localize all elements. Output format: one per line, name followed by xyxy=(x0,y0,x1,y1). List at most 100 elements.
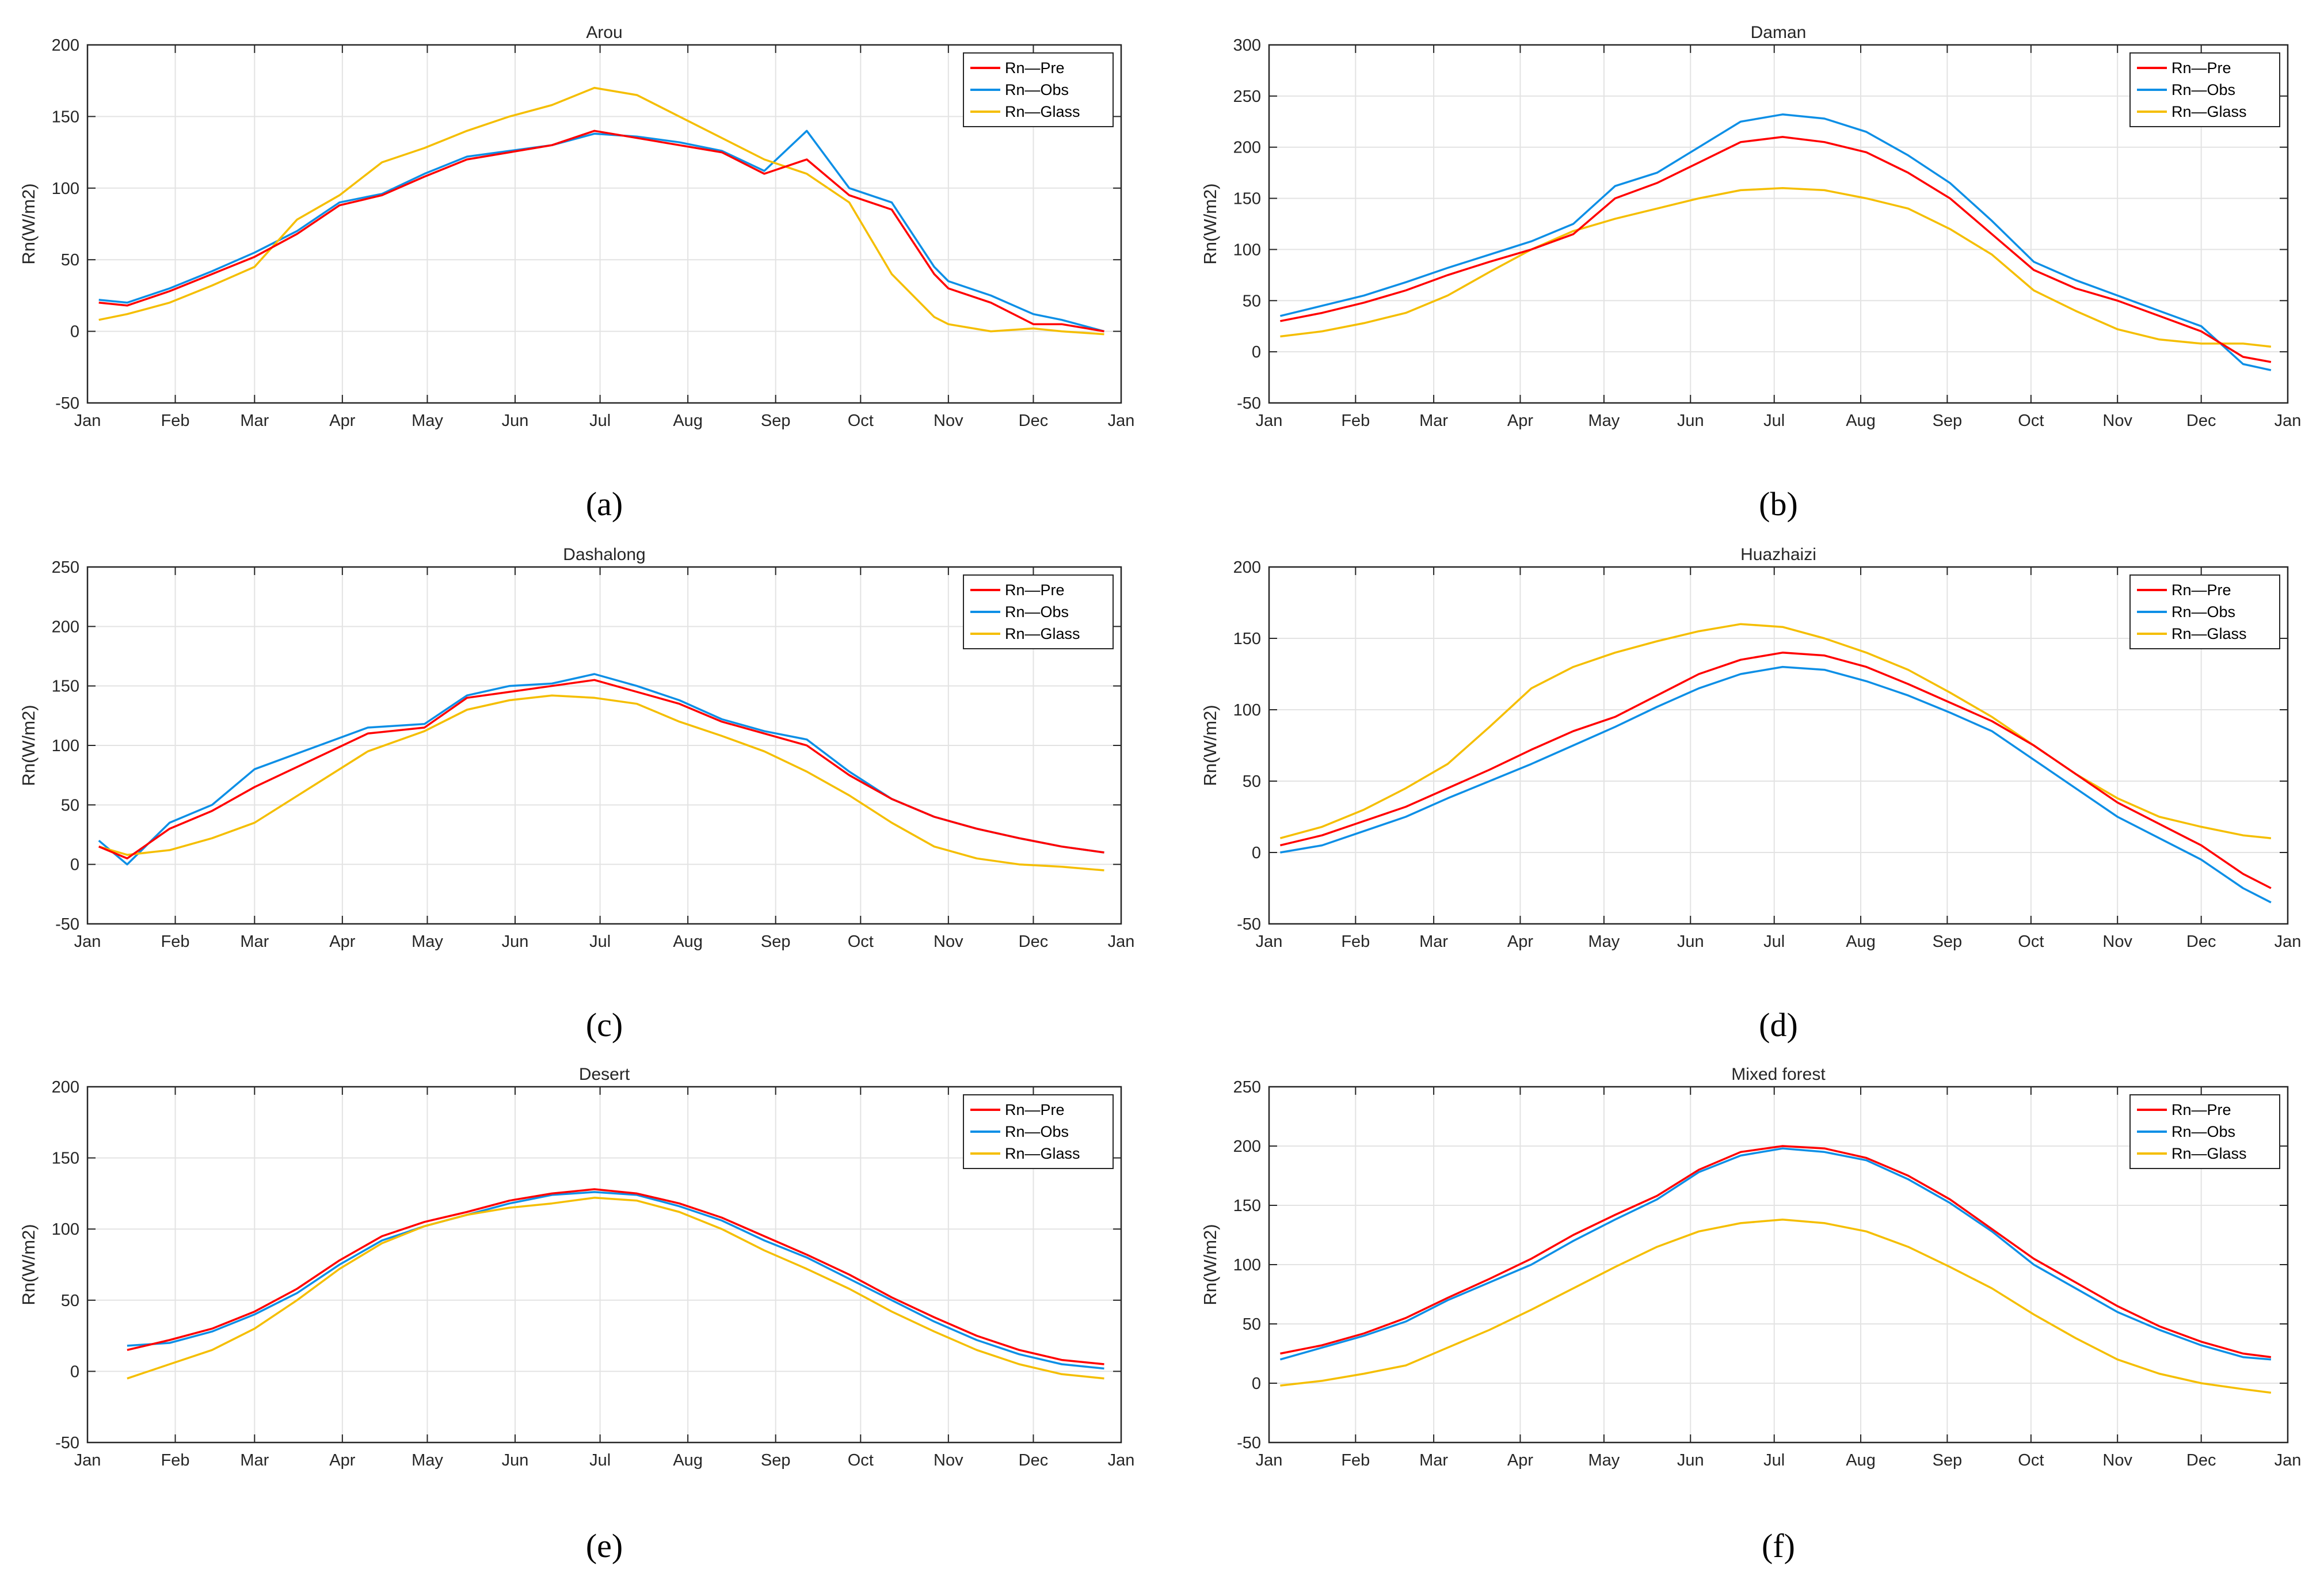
y-tick-label: 150 xyxy=(1233,630,1261,648)
legend: Rn—Pre Rn—Obs Rn—Glass xyxy=(963,574,1114,649)
x-tick-label: Aug xyxy=(673,932,703,951)
y-tick-label: 50 xyxy=(61,251,79,269)
x-tick-label: Jun xyxy=(502,1451,529,1470)
x-tick-label: Jul xyxy=(589,1451,611,1470)
y-tick-label: 250 xyxy=(52,558,79,577)
chart-panel-a: -50 0 50 100 150 200 Jan Feb Mar Apr May Jun Jul Aug S… xyxy=(18,23,1134,523)
legend-label-pre: Rn—Pre xyxy=(1005,1101,1065,1118)
panel-caption: (a) xyxy=(586,485,623,523)
y-tick-label: 50 xyxy=(1243,292,1261,310)
x-tick-label: Oct xyxy=(2018,932,2044,951)
panel-caption: (c) xyxy=(586,1006,623,1044)
y-axis-label: Rn(W/m2) xyxy=(1200,183,1220,264)
legend-label-obs: Rn—Obs xyxy=(1005,81,1069,98)
y-tick-label: 0 xyxy=(70,1362,79,1381)
y-tick-label: 100 xyxy=(1233,1256,1261,1274)
x-tick-label: Sep xyxy=(1933,412,1963,430)
series-line-pre xyxy=(1279,652,2272,889)
axes-box xyxy=(86,44,1122,404)
y-tick-label: 100 xyxy=(52,180,79,198)
x-tick-label: Feb xyxy=(1341,932,1370,951)
chart-panel-f: -50 0 50 100 150 200 250 Jan Feb Mar Apr May Jun Jul A… xyxy=(1200,1065,2301,1565)
x-tick-label: Mar xyxy=(240,412,269,430)
x-tick-label: Mar xyxy=(1419,932,1448,951)
y-tick-label: 100 xyxy=(1233,241,1261,259)
series-line-glass xyxy=(98,86,1104,336)
y-tick-label: -50 xyxy=(55,1434,79,1452)
y-tick-label: 0 xyxy=(1252,343,1261,361)
y-tick-label: 150 xyxy=(52,108,79,126)
series-line-glass xyxy=(127,1197,1104,1380)
x-tick-label: Aug xyxy=(1846,1451,1876,1470)
axes-box xyxy=(1268,44,2289,404)
y-tick-label: 150 xyxy=(52,1150,79,1168)
x-tick-label: Nov xyxy=(934,412,963,430)
y-tick-label: 300 xyxy=(1233,36,1261,55)
x-tick-label: Dec xyxy=(2186,1451,2216,1470)
y-tick-label: 200 xyxy=(1233,139,1261,157)
x-tick-label: Dec xyxy=(1019,412,1049,430)
y-tick-label: 200 xyxy=(52,618,79,636)
series-line-pre xyxy=(98,679,1104,860)
legend-label-obs: Rn—Obs xyxy=(2171,81,2235,98)
chart-title: Arou xyxy=(586,23,622,42)
x-tick-label: Aug xyxy=(1846,412,1876,430)
x-tick-label: Jan xyxy=(1108,1451,1135,1470)
series-line-pre xyxy=(1280,1145,2272,1358)
legend-label-pre: Rn—Pre xyxy=(2171,59,2231,77)
x-tick-label: Feb xyxy=(161,932,190,951)
x-tick-label: Jan xyxy=(74,412,101,430)
y-tick-label: 50 xyxy=(61,1292,79,1310)
series-line-obs xyxy=(127,1191,1104,1370)
x-tick-label: Jun xyxy=(1677,1451,1704,1470)
x-tick-label: Jan xyxy=(1256,412,1283,430)
y-tick-label: -50 xyxy=(1237,1434,1261,1452)
y-tick-label: 150 xyxy=(52,677,79,696)
x-tick-label: Aug xyxy=(673,412,703,430)
x-tick-label: May xyxy=(1588,1451,1620,1470)
x-tick-label: Nov xyxy=(2102,412,2132,430)
chart-title: Dashalong xyxy=(563,545,645,564)
x-tick-label: Jan xyxy=(74,1451,101,1470)
y-axis-label: Rn(W/m2) xyxy=(1200,1224,1220,1305)
x-tick-label: Apr xyxy=(329,412,355,430)
y-axis-label: Rn(W/m2) xyxy=(18,183,39,264)
x-tick-label: Feb xyxy=(161,1451,190,1470)
legend-label-pre: Rn—Pre xyxy=(1005,59,1065,77)
x-tick-label: Apr xyxy=(1507,932,1533,951)
x-tick-label: Dec xyxy=(2186,412,2216,430)
y-tick-label: 150 xyxy=(1233,190,1261,208)
x-tick-label: Oct xyxy=(848,1451,874,1470)
legend-label-obs: Rn—Obs xyxy=(1005,1123,1069,1140)
legend: Rn—Pre Rn—Obs Rn—Glass xyxy=(2129,1094,2280,1169)
x-tick-label: Oct xyxy=(848,932,874,951)
legend-label-pre: Rn—Pre xyxy=(2171,581,2231,599)
x-tick-label: Jan xyxy=(1256,1451,1283,1470)
x-tick-label: Jan xyxy=(1256,932,1283,951)
series-line-pre xyxy=(1280,136,2272,363)
y-tick-label: 200 xyxy=(52,1078,79,1097)
x-tick-label: May xyxy=(1588,932,1620,951)
x-tick-label: Jun xyxy=(1677,932,1704,951)
x-tick-label: Mar xyxy=(240,1451,269,1470)
legend: Rn—Pre Rn—Obs Rn—Glass xyxy=(2129,574,2280,649)
x-tick-label: Sep xyxy=(1933,1451,1963,1470)
x-tick-label: Jan xyxy=(2275,1451,2302,1470)
x-tick-label: Sep xyxy=(761,932,791,951)
x-tick-label: Jan xyxy=(74,932,101,951)
series-line-glass xyxy=(1280,1218,2272,1394)
y-tick-label: 0 xyxy=(70,323,79,341)
x-tick-label: Oct xyxy=(2018,412,2044,430)
x-tick-label: Apr xyxy=(1507,412,1533,430)
x-tick-label: May xyxy=(412,412,443,430)
legend: Rn—Pre Rn—Obs Rn—Glass xyxy=(2129,52,2280,127)
y-tick-label: 200 xyxy=(1233,1137,1261,1156)
legend-label-glass: Rn—Glass xyxy=(1005,103,1080,120)
x-tick-label: Aug xyxy=(1846,932,1876,951)
series-line-glass xyxy=(98,694,1104,871)
x-tick-label: Jun xyxy=(502,932,529,951)
x-tick-label: Jun xyxy=(1677,412,1704,430)
axes-box xyxy=(1268,566,2289,925)
x-tick-label: May xyxy=(412,1451,443,1470)
x-tick-label: Aug xyxy=(673,1451,703,1470)
